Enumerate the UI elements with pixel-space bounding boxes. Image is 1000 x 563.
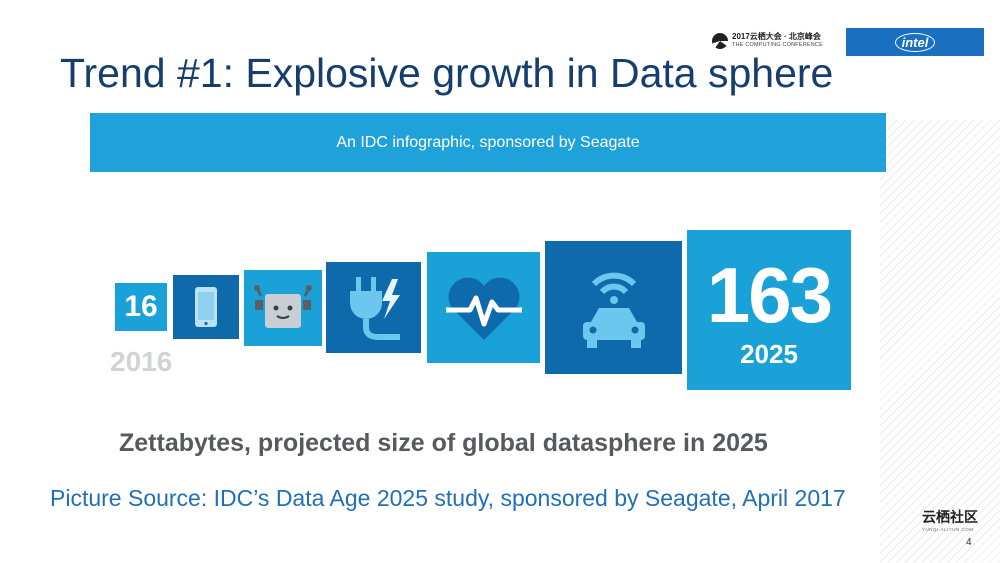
conference-name: 2017云栖大会 · 北京峰会 — [732, 32, 821, 41]
car-block — [545, 241, 682, 374]
conference-mark-icon — [712, 33, 728, 49]
infographic-caption: Zettabytes, projected size of global dat… — [119, 429, 768, 457]
heart-pulse-icon — [445, 277, 522, 340]
slide-title: Trend #1: Explosive growth in Data spher… — [60, 50, 834, 96]
infographic-banner: An IDC infographic, sponsored by Seagate — [90, 113, 886, 172]
phone-block — [173, 275, 239, 339]
value-2016-block: 16 — [115, 283, 167, 331]
value-2016: 16 — [124, 290, 158, 323]
value-2025-block: 163 2025 — [687, 230, 851, 390]
page-number: 4 — [966, 537, 972, 548]
hatched-background — [880, 120, 1000, 563]
conference-logo: 2017云栖大会 · 北京峰会 THE COMPUTING CONFERENCE — [712, 32, 823, 50]
community-subtitle: YUNQI.ALIYUN.COM — [922, 527, 974, 532]
robot-icon — [254, 285, 312, 328]
phone-icon — [195, 287, 217, 327]
community-name: 云栖社区 — [922, 509, 978, 525]
health-block — [427, 252, 540, 363]
year-2025-label: 2025 — [740, 338, 798, 369]
plug-lightning-icon — [349, 276, 400, 340]
conference-subtitle: THE COMPUTING CONFERENCE — [732, 42, 823, 48]
intel-logo-text: intel — [894, 32, 936, 52]
connected-car-icon — [582, 272, 645, 348]
picture-source: Picture Source: IDC’s Data Age 2025 stud… — [50, 485, 846, 511]
value-2025: 163 — [706, 250, 833, 339]
year-2016-label: 2016 — [110, 346, 173, 377]
robot-block — [244, 270, 322, 346]
plug-block — [326, 262, 421, 353]
intel-logo: intel — [846, 28, 984, 56]
community-logo: 云栖社区 YUNQI.ALIYUN.COM — [922, 507, 978, 532]
banner-text: An IDC infographic, sponsored by Seagate — [336, 133, 640, 151]
